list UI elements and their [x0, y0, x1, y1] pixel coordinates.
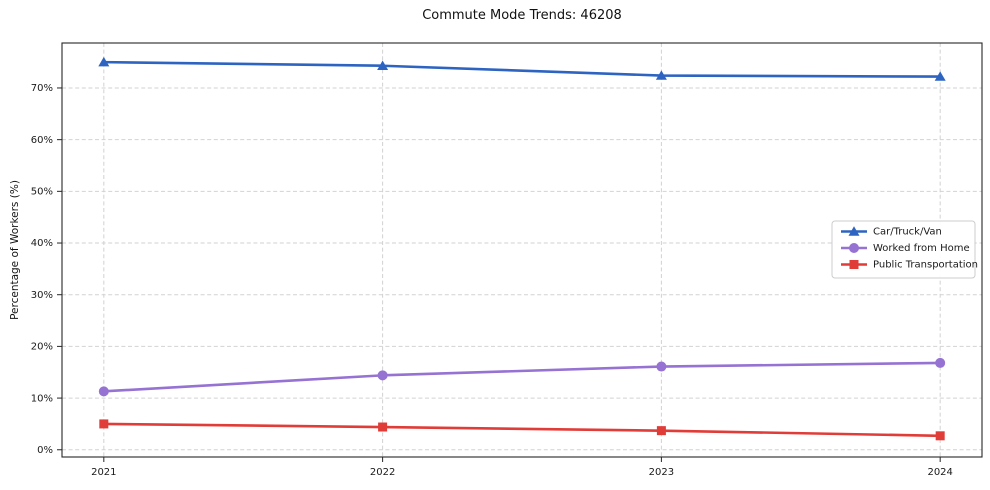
legend-label: Worked from Home	[873, 243, 970, 254]
y-tick-label: 50%	[31, 187, 53, 198]
legend-entry-worked-from-home: Worked from Home	[841, 243, 970, 254]
data-point	[848, 226, 860, 236]
chart-title: Commute Mode Trends: 46208	[422, 8, 622, 23]
data-point	[377, 370, 388, 381]
y-tick-label: 40%	[31, 238, 53, 249]
y-axis: 0% 10% 20% 30% 40% 50% 60% 70%	[31, 83, 62, 456]
x-tick-label: 2021	[91, 467, 116, 478]
data-point	[655, 70, 667, 80]
legend-entry-public-transportation: Public Transportation	[841, 260, 978, 271]
x-tick-label: 2023	[649, 467, 674, 478]
legend-box	[831, 220, 976, 279]
legend-label: Public Transportation	[873, 260, 978, 271]
series-line	[103, 60, 941, 78]
series-car-truck-van	[98, 56, 946, 81]
data-point	[935, 431, 945, 441]
series-worked-from-home	[98, 357, 946, 397]
data-point	[656, 361, 667, 372]
y-tick-label: 30%	[31, 290, 53, 301]
y-tick-label: 20%	[31, 342, 53, 353]
data-point	[849, 260, 859, 269]
data-point	[99, 419, 109, 429]
data-point	[934, 71, 946, 81]
legend-label: Car/Truck/Van	[873, 227, 942, 238]
data-point	[98, 56, 110, 67]
data-point	[98, 386, 109, 397]
data-point	[377, 60, 389, 70]
data-point	[378, 422, 388, 432]
series-line	[103, 422, 941, 438]
legend-entry-car-truck-van: Car/Truck/Van	[841, 226, 942, 238]
y-tick-label: 10%	[31, 393, 53, 404]
y-tick-label: 70%	[31, 83, 53, 94]
axes-spines	[61, 42, 983, 458]
legend: Car/Truck/Van Worked from Home Public Tran…	[831, 220, 978, 279]
series-public-transportation	[99, 419, 945, 441]
data-point	[656, 426, 666, 436]
data-point	[935, 357, 946, 368]
y-tick-label: 0%	[37, 445, 53, 456]
x-axis: 2021 2022 2023 2024	[91, 457, 953, 478]
data-point	[849, 243, 859, 253]
x-tick-label: 2022	[370, 467, 395, 478]
y-tick-label: 60%	[31, 135, 53, 146]
gridlines	[62, 43, 982, 457]
series-line	[103, 361, 941, 393]
x-tick-label: 2024	[927, 467, 952, 478]
